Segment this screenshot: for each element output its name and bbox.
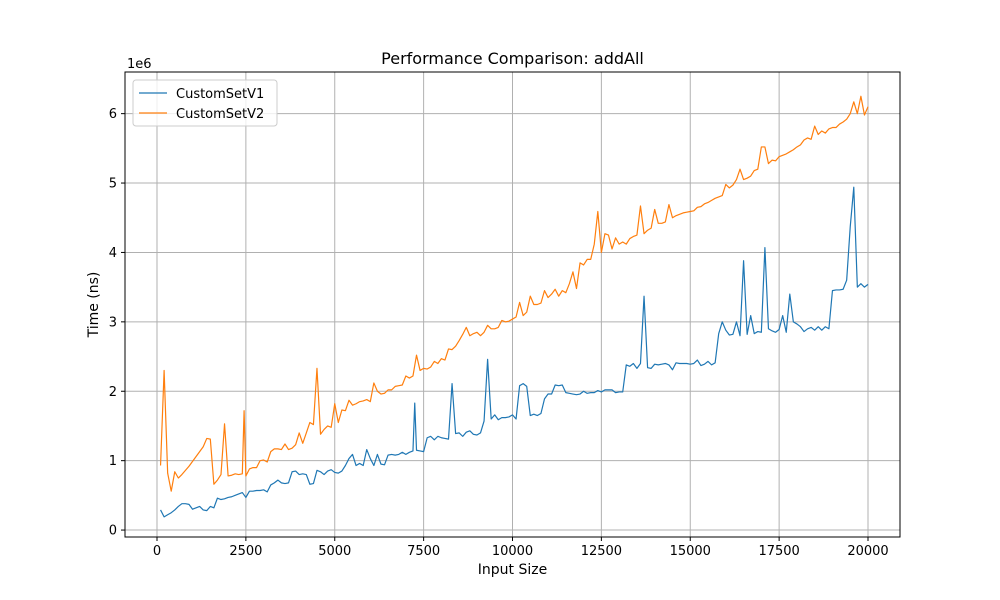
- x-tick-label: 5000: [318, 544, 351, 559]
- x-tick-label: 0: [153, 544, 161, 559]
- legend-box: [132, 79, 278, 127]
- legend: CustomSetV1 CustomSetV2: [132, 79, 278, 127]
- chart-title: Performance Comparison: addAll: [381, 49, 644, 68]
- y-axis-label: Time (ns): [86, 272, 102, 339]
- y-tick-label: 1: [109, 454, 117, 469]
- y-tick-label: 4: [109, 246, 117, 261]
- y-tick-label: 6: [109, 107, 117, 122]
- y-tick-label: 2: [109, 385, 117, 400]
- x-tick-label: 7500: [407, 544, 440, 559]
- x-tick-label: 10000: [492, 544, 533, 559]
- x-tick-label: 17500: [758, 544, 799, 559]
- gridlines: [125, 72, 900, 537]
- axis-ticks: 0 2500 5000 7500 10000 12500 15000 17500 20000 0 1…: [109, 107, 889, 559]
- y-tick-label: 0: [109, 524, 117, 539]
- x-tick-label: 2500: [229, 544, 262, 559]
- x-tick-label: 20000: [847, 544, 888, 559]
- y-axis-offset-text: 1e6: [127, 57, 152, 72]
- x-tick-label: 12500: [581, 544, 622, 559]
- legend-label: CustomSetV2: [176, 107, 264, 122]
- x-tick-label: 15000: [670, 544, 711, 559]
- series-line-customsetv2: [159, 95, 869, 492]
- y-tick-label: 3: [109, 315, 117, 330]
- series-lines: [159, 95, 869, 518]
- legend-label: CustomSetV1: [176, 87, 264, 102]
- y-tick-label: 5: [109, 177, 117, 192]
- series-line-customsetv1: [160, 186, 869, 518]
- x-axis-label: Input Size: [478, 562, 547, 578]
